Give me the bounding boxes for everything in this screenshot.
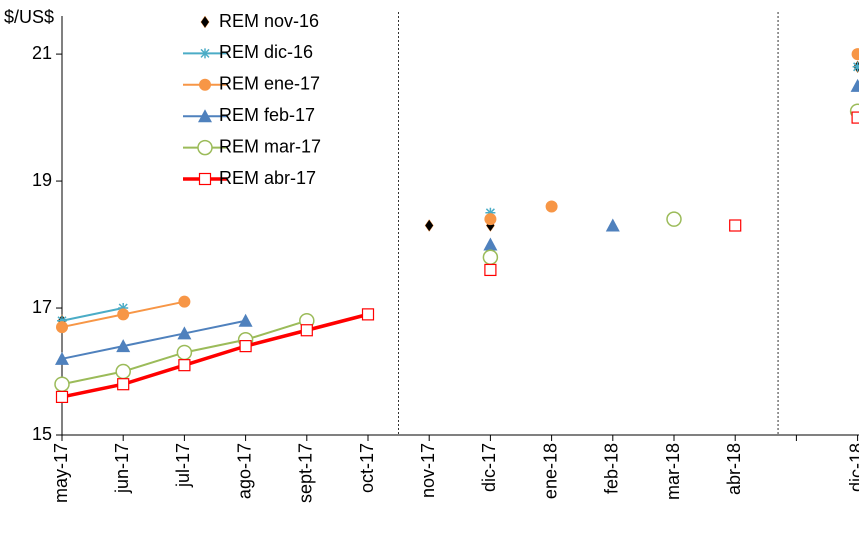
legend-label: REM mar-17 — [219, 136, 321, 156]
marker — [176, 344, 193, 361]
marker — [361, 308, 375, 321]
marker — [484, 263, 497, 277]
marker — [118, 303, 129, 314]
legend-marker — [199, 78, 211, 91]
marker — [239, 340, 252, 353]
legend-label: REM dic-16 — [219, 42, 313, 62]
legend-label: REM feb-17 — [219, 105, 315, 125]
y-axis-label: $/US$ — [4, 7, 54, 27]
x-tick-label: sept-17 — [296, 443, 316, 503]
legend-marker — [198, 172, 212, 186]
legend-label: REM ene-17 — [219, 74, 320, 94]
marker — [666, 211, 682, 227]
marker — [482, 249, 499, 265]
marker — [56, 321, 68, 334]
x-tick-label: ene-18 — [540, 443, 560, 499]
marker — [852, 61, 859, 72]
x-tick-label: nov-17 — [418, 443, 438, 498]
x-tick-label: mar-18 — [663, 443, 683, 500]
marker — [605, 218, 620, 232]
series-line — [61, 312, 369, 399]
marker — [178, 295, 191, 308]
marker — [485, 207, 496, 218]
x-tick-label: dic-18 — [846, 443, 859, 492]
x-tick-label: jul-17 — [173, 443, 193, 488]
legend-marker — [197, 139, 213, 156]
marker — [55, 390, 69, 404]
marker — [851, 111, 859, 124]
legend-marker — [200, 15, 210, 29]
marker — [850, 78, 859, 92]
y-tick-label: 21 — [32, 43, 52, 63]
series-line — [61, 307, 124, 322]
marker — [54, 376, 70, 392]
marker — [55, 351, 69, 365]
marker — [115, 363, 131, 380]
marker — [238, 313, 253, 327]
x-tick-label: dic-17 — [479, 443, 499, 492]
marker — [178, 359, 191, 372]
legend-marker — [198, 109, 212, 123]
marker — [117, 378, 130, 391]
x-tick-label: oct-17 — [357, 443, 377, 493]
marker — [729, 219, 742, 232]
y-tick-label: 19 — [32, 170, 52, 190]
marker — [545, 200, 558, 213]
x-tick-label: abr-18 — [724, 443, 744, 495]
x-tick-label: ago-17 — [234, 443, 254, 499]
x-tick-label: feb-18 — [602, 443, 622, 494]
x-tick-label: jun-17 — [112, 443, 132, 494]
x-tick-label: may-17 — [51, 443, 71, 503]
marker — [484, 213, 497, 226]
y-tick-label: 17 — [32, 297, 52, 317]
marker — [117, 308, 130, 321]
marker — [424, 219, 434, 232]
marker — [483, 237, 498, 251]
legend-label: REM abr-17 — [219, 168, 316, 188]
marker — [851, 48, 859, 61]
y-tick-label: 15 — [32, 424, 52, 444]
marker — [177, 326, 192, 340]
marker — [116, 339, 131, 353]
marker — [57, 315, 67, 326]
series-line — [61, 319, 246, 360]
legend-marker — [200, 48, 210, 59]
legend-label: REM nov-16 — [219, 11, 319, 31]
marker — [300, 324, 313, 337]
